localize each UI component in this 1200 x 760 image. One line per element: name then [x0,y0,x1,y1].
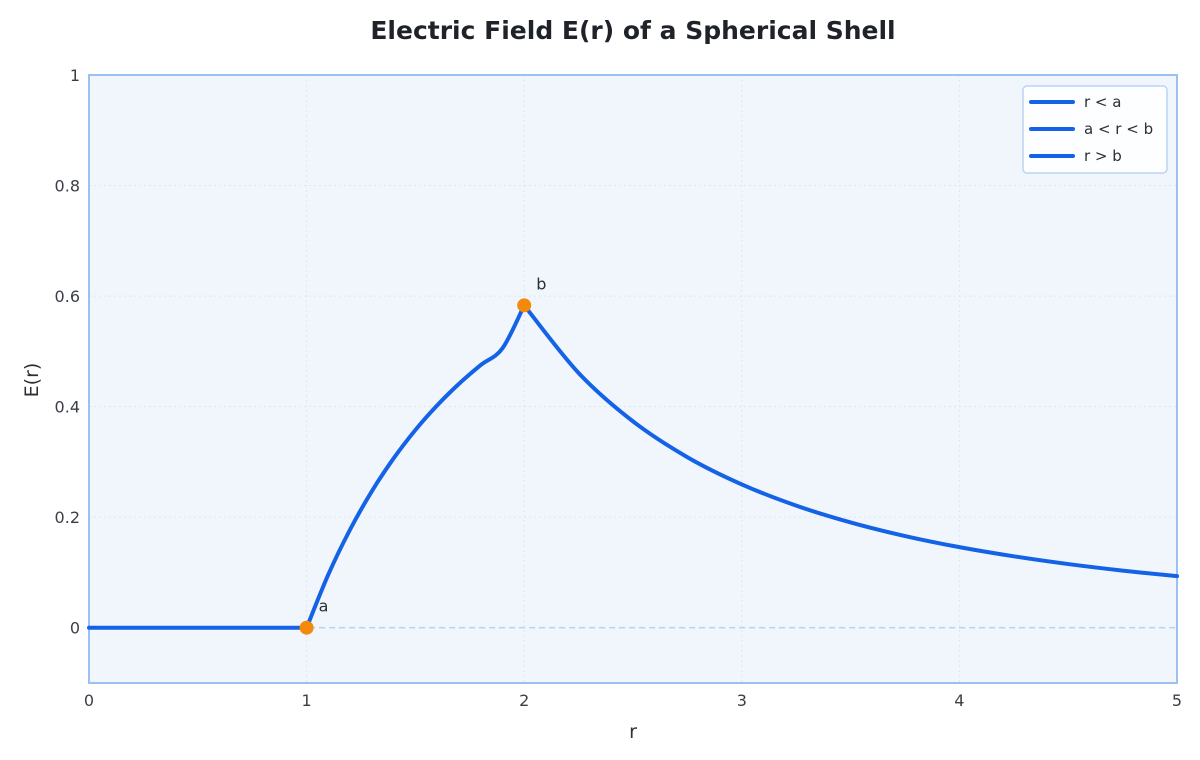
x-tick-label: 0 [84,691,94,710]
y-tick-label: 1 [70,66,80,85]
y-tick-label: 0.4 [55,398,80,417]
x-tick-label: 3 [737,691,747,710]
x-axis-label: r [629,721,637,743]
annotation-a: a [319,597,329,616]
plot-border [88,74,1178,684]
x-tick-label: 1 [302,691,312,710]
marker-b [517,298,532,313]
legend-box [1022,85,1168,174]
chart-title: Electric Field E(r) of a Spherical Shell [370,16,895,45]
legend-label-3: r > b [1084,147,1122,165]
y-tick-label: 0.8 [55,177,80,196]
plot-background [89,75,1177,683]
y-tick-label: 0 [70,619,80,638]
y-tick-label: 0.6 [55,287,80,306]
x-tick-label: 4 [954,691,964,710]
series-line-3 [522,303,1179,579]
marker-a [299,620,314,635]
legend-label-2: a < r < b [1084,120,1153,138]
x-tick-label: 5 [1172,691,1182,710]
x-tick-label: 2 [519,691,529,710]
series-line-2 [304,303,527,630]
annotation-b: b [536,274,546,293]
y-tick-label: 0.2 [55,508,80,527]
y-axis-label: E(r) [21,363,43,398]
legend-label-1: r < a [1084,93,1121,111]
plot-area: a b 0 1 2 3 4 5 0 0.2 0.4 0.6 0.8 1 r < a a < r < b r > … [55,66,1183,710]
